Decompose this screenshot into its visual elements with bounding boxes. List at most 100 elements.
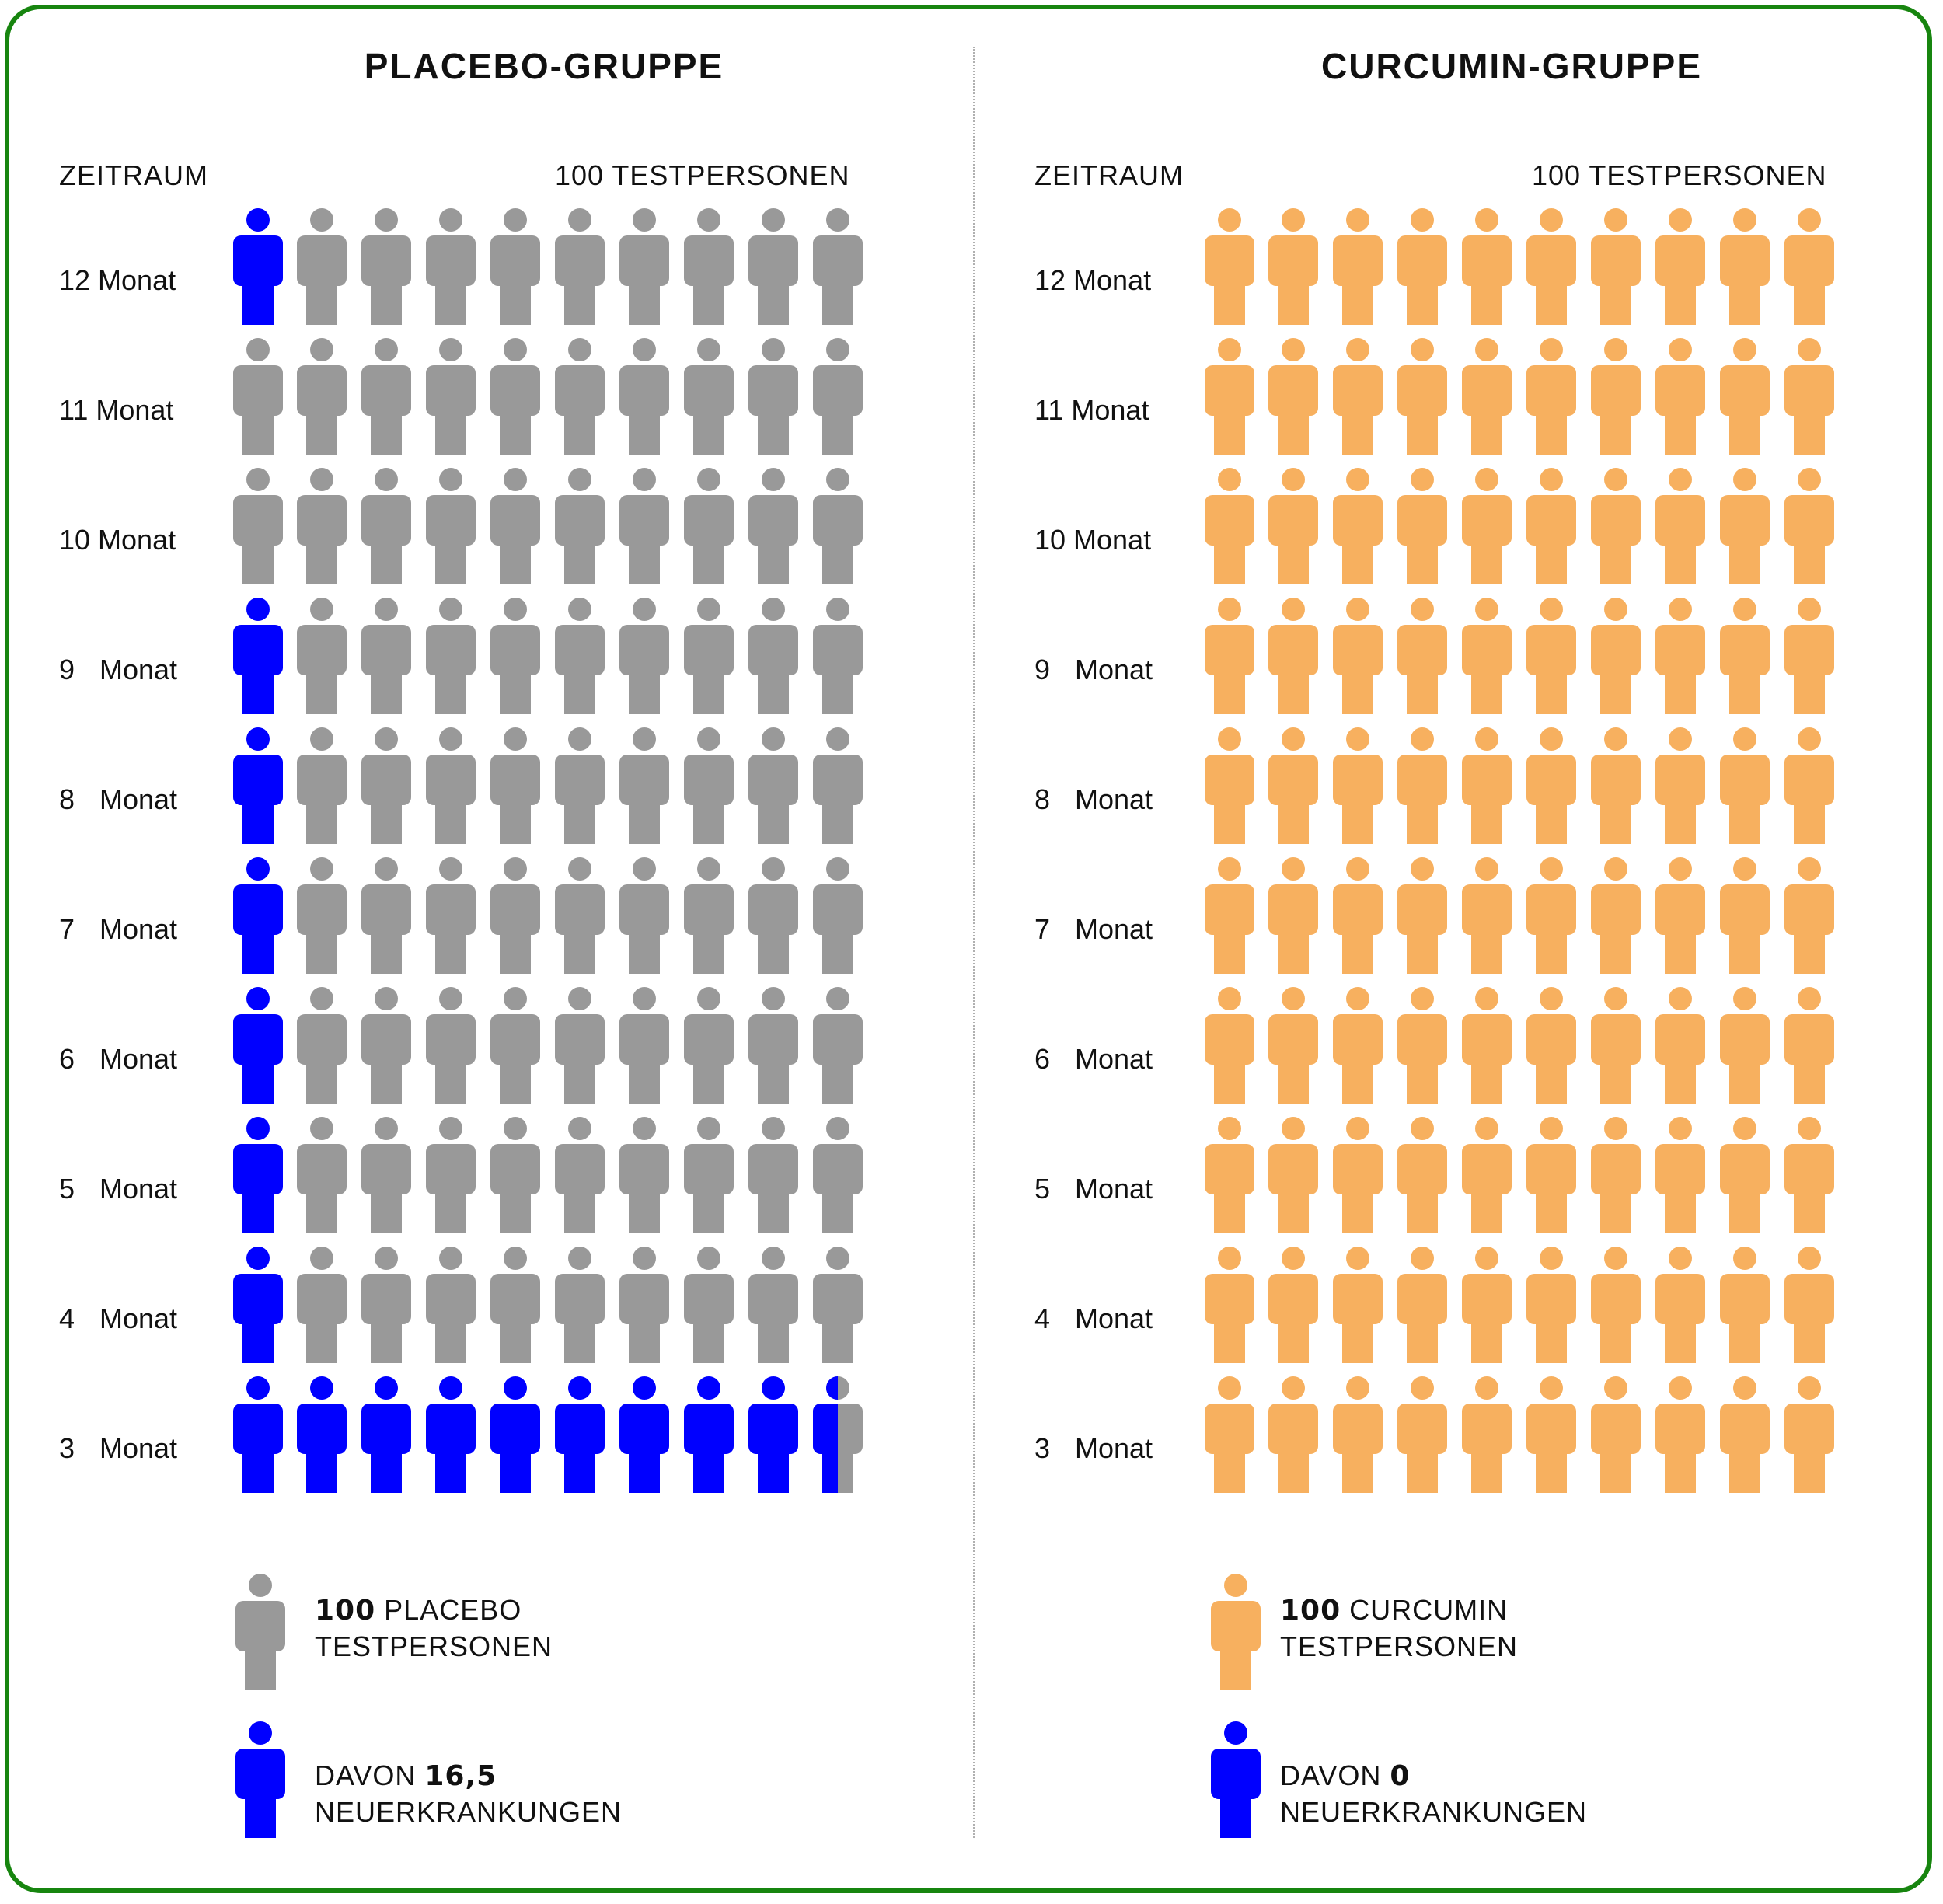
person-icon: [297, 857, 347, 974]
person-icon: [1720, 598, 1770, 714]
legend-group-text: PLACEBO: [375, 1594, 522, 1626]
person-icon: [1397, 468, 1447, 584]
row-label-number: 6: [59, 1043, 75, 1075]
legend-cases-text: DAVON 16,5 NEUERKRANKUNGEN: [315, 1758, 622, 1830]
person-icon: [619, 857, 669, 974]
person-icon: [1268, 1376, 1318, 1493]
person-icon: [555, 338, 605, 455]
person-icon: [1268, 208, 1318, 325]
person-icon: [1397, 857, 1447, 974]
legend-placebo-person-icon: [235, 1574, 285, 1690]
legend-case-person-icon: [1211, 1721, 1261, 1838]
row-label-unit: Monat: [99, 1302, 178, 1334]
person-icon: [748, 727, 798, 844]
person-icon: [1205, 598, 1254, 714]
person-icon: [361, 987, 411, 1104]
person-icon: [1205, 857, 1254, 974]
person-icon: [233, 338, 283, 455]
person-icon: [1333, 1117, 1383, 1233]
row-label-number: 6: [1034, 1043, 1051, 1075]
person-icon: [1333, 857, 1383, 974]
person-icon: [813, 987, 863, 1104]
person-icon: [748, 338, 798, 455]
legend-curcumin-person-icon: [1211, 1574, 1261, 1690]
row-label-number: 5: [1034, 1173, 1051, 1205]
person-icon: [1655, 987, 1705, 1104]
legend-cases-prefix: DAVON: [315, 1759, 425, 1791]
person-icon: [1462, 727, 1512, 844]
person-icon-case: [233, 208, 283, 325]
person-icon: [1591, 208, 1641, 325]
person-icon-case: [233, 1117, 283, 1233]
person-icon: [813, 338, 863, 455]
person-icon: [619, 987, 669, 1104]
person-icon: [1268, 468, 1318, 584]
person-icon: [1268, 1117, 1318, 1233]
person-icon: [235, 1574, 285, 1690]
row-label: 3 Monat: [1034, 1432, 1153, 1465]
person-icon: [1211, 1574, 1261, 1690]
person-icon: [297, 1247, 347, 1363]
person-icon-case: [233, 987, 283, 1104]
person-icon: [490, 987, 540, 1104]
person-icon: [1397, 727, 1447, 844]
row-label-number: 9: [59, 654, 75, 685]
person-icon: [748, 987, 798, 1104]
legend-group-number: 100: [315, 1595, 376, 1627]
person-icon-case: [233, 727, 283, 844]
person-icon: [1462, 598, 1512, 714]
row-label: 4 Monat: [59, 1302, 177, 1335]
person-icon: [1591, 987, 1641, 1104]
row-label-unit: Monat: [98, 264, 176, 296]
row-label-number: 8: [59, 783, 75, 815]
person-icon: [555, 208, 605, 325]
row-label-number: 10: [59, 524, 91, 556]
person-icon: [426, 598, 476, 714]
legend-group-text-2: TESTPERSONEN: [315, 1630, 553, 1662]
person-icon-case: [555, 1376, 605, 1493]
person-icon: [361, 338, 411, 455]
person-icon: [1784, 468, 1834, 584]
person-icon: [1655, 208, 1705, 325]
person-icon: [1720, 1247, 1770, 1363]
row-label: 5 Monat: [1034, 1173, 1153, 1205]
person-icon: [426, 208, 476, 325]
row-label-number: 3: [59, 1432, 75, 1464]
person-icon: [748, 208, 798, 325]
person-icon: [1526, 1376, 1576, 1493]
panel-title: PLACEBO-GRUPPE: [364, 46, 724, 86]
person-icon: [1655, 338, 1705, 455]
person-icon: [1462, 1117, 1512, 1233]
person-icon: [1397, 1376, 1447, 1493]
row-label: 9 Monat: [1034, 654, 1153, 686]
person-icon: [619, 727, 669, 844]
row-label-number: 9: [1034, 654, 1051, 685]
person-icon: [1526, 468, 1576, 584]
person-icon: [748, 1247, 798, 1363]
row-label-number: 7: [59, 913, 75, 945]
outer-frame: [5, 5, 1932, 1893]
person-icon: [1333, 598, 1383, 714]
person-icon: [1333, 208, 1383, 325]
row-label-unit: Monat: [96, 394, 174, 426]
row-label-unit: Monat: [1075, 783, 1153, 815]
person-icon: [1397, 1117, 1447, 1233]
row-label-number: 12: [59, 264, 91, 296]
person-icon: [1784, 857, 1834, 974]
person-icon: [1784, 598, 1834, 714]
legend-cases-text-2: NEUERKRANKUNGEN: [1280, 1796, 1588, 1828]
person-icon: [684, 338, 734, 455]
person-icon: [1655, 1376, 1705, 1493]
person-icon: [684, 1247, 734, 1363]
person-icon: [684, 857, 734, 974]
person-icon: [297, 1117, 347, 1233]
person-icon: [1655, 1247, 1705, 1363]
person-icon-case: [426, 1376, 476, 1493]
legend-placebo-text: 100 PLACEBO TESTPERSONEN: [315, 1592, 553, 1665]
row-label: 12 Monat: [1034, 264, 1151, 297]
person-icon: [1720, 468, 1770, 584]
row-label: 8 Monat: [59, 783, 177, 816]
row-label-unit: Monat: [99, 1173, 178, 1205]
person-icon: [1720, 208, 1770, 325]
person-icon: [555, 857, 605, 974]
